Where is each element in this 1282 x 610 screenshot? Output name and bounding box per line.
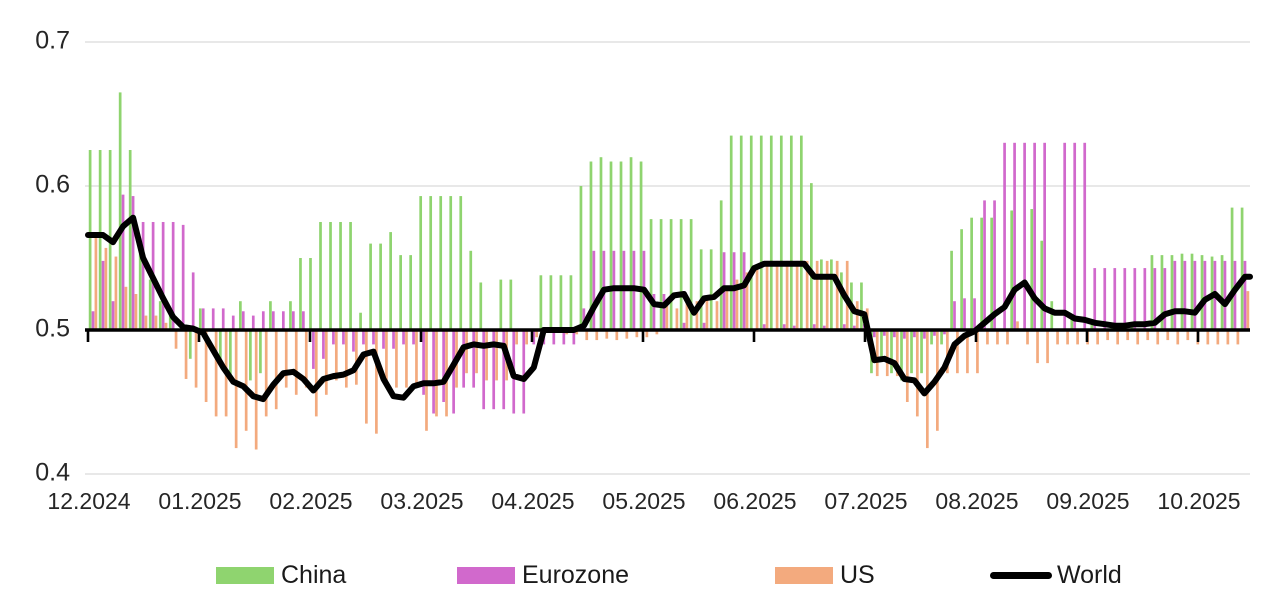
us-swatch-icon [775,566,833,584]
legend-label: China [281,560,347,589]
legend-label: Eurozone [522,560,630,589]
legend-item-world: World [990,560,1122,590]
legend: China Eurozone US World [0,560,1282,594]
x-axis-tick-label: 02.2025 [269,488,353,514]
x-axis-tick-label: 10.2025 [1157,488,1241,514]
legend-label: US [840,560,875,589]
x-axis-tick-label: 07.2025 [824,488,908,514]
eurozone-swatch-icon [457,566,515,584]
x-axis-tick-label: 06.2025 [713,488,797,514]
world-line-swatch-icon [990,571,1052,579]
x-axis-tick-label: 05.2025 [602,488,686,514]
y-axis-tick-label: 0.6 [35,170,70,199]
legend-item-china: China [216,560,346,590]
y-axis-tick-label: 0.4 [35,458,70,487]
x-axis-tick-label: 03.2025 [380,488,464,514]
x-axis-tick-label: 01.2025 [158,488,242,514]
x-axis-tick-label: 09.2025 [1046,488,1130,514]
y-axis-tick-label: 0.5 [35,314,70,343]
china-swatch-icon [216,566,274,584]
x-axis-tick-label: 12.2024 [47,488,131,514]
legend-label: World [1057,560,1122,589]
x-axis-tick-label: 08.2025 [935,488,1019,514]
y-axis-tick-label: 0.7 [35,26,70,55]
legend-item-us: US [775,560,875,590]
x-axis-tick-label: 04.2025 [491,488,575,514]
legend-item-eurozone: Eurozone [457,560,629,590]
